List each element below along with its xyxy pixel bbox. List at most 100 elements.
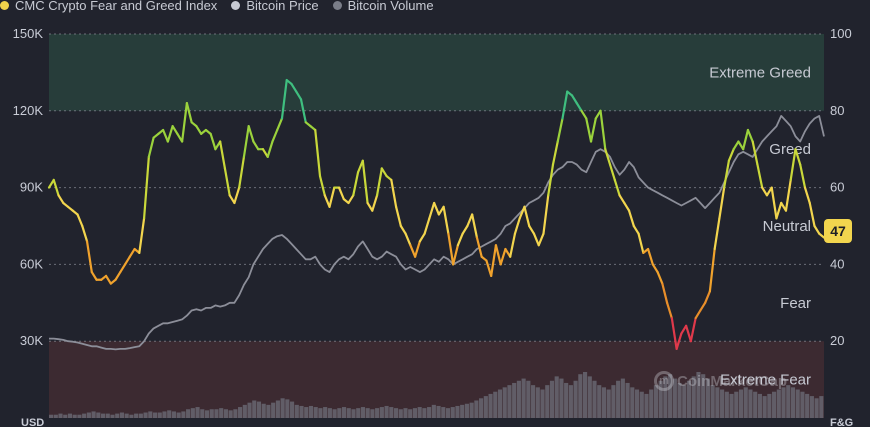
volume-bar bbox=[360, 407, 366, 418]
fear-greed-segment bbox=[794, 148, 802, 166]
volume-bar bbox=[431, 404, 436, 418]
volume-bar bbox=[266, 404, 271, 418]
fear-greed-segment bbox=[219, 140, 227, 170]
fear-greed-segment bbox=[323, 194, 331, 208]
fear-greed-segment bbox=[81, 224, 89, 243]
volume-bar bbox=[516, 380, 521, 418]
legend-dot-fear-greed bbox=[0, 0, 9, 10]
left-axis-tick: 60K bbox=[20, 256, 43, 271]
volume-bar bbox=[668, 374, 673, 418]
volume-bar bbox=[757, 393, 762, 418]
fear-greed-segment bbox=[128, 247, 136, 258]
fear-greed-segment bbox=[466, 213, 474, 228]
volume-bar bbox=[294, 404, 299, 418]
fear-greed-segment bbox=[551, 140, 559, 166]
fear-greed-segment bbox=[209, 132, 217, 151]
legend-item-bitcoin-price[interactable]: Bitcoin Price bbox=[231, 0, 319, 13]
volume-bar bbox=[672, 378, 677, 418]
fear-greed-segment bbox=[746, 128, 754, 143]
volume-bar bbox=[611, 385, 616, 418]
volume-bar bbox=[720, 389, 725, 418]
volume-bar bbox=[242, 404, 247, 418]
fear-greed-segment bbox=[556, 117, 564, 143]
fear-greed-segment bbox=[513, 217, 521, 235]
volume-bar bbox=[124, 413, 129, 418]
volume-bar bbox=[535, 387, 540, 418]
fear-greed-segment bbox=[599, 109, 607, 151]
fear-greed-segment bbox=[732, 140, 740, 151]
volume-bar bbox=[332, 409, 337, 418]
volume-bar bbox=[398, 409, 403, 418]
fear-greed-segment bbox=[708, 247, 716, 293]
volume-bar bbox=[597, 385, 602, 418]
volume-bar bbox=[422, 408, 427, 418]
volume-bar bbox=[370, 409, 375, 418]
fear-greed-segment bbox=[742, 128, 750, 151]
fear-greed-segment bbox=[561, 90, 569, 120]
fear-greed-segment bbox=[723, 159, 731, 189]
volume-bar bbox=[228, 410, 233, 418]
fear-greed-segment bbox=[608, 163, 616, 182]
right-axis-unit: F&G bbox=[830, 417, 853, 427]
left-axis-tick: 120K bbox=[13, 103, 44, 118]
fear-greed-segment bbox=[570, 94, 578, 105]
fear-greed-segment bbox=[261, 148, 269, 158]
volume-bar bbox=[762, 396, 767, 418]
fear-greed-segment bbox=[799, 163, 807, 189]
volume-bar bbox=[356, 408, 361, 418]
right-axis-tick: 40 bbox=[830, 256, 844, 271]
fear-greed-segment bbox=[532, 232, 540, 247]
fear-greed-segment bbox=[366, 201, 374, 212]
fear-greed-segment bbox=[423, 217, 431, 235]
volume-bar bbox=[105, 413, 110, 418]
volume-bar bbox=[649, 389, 654, 418]
volume-bar bbox=[143, 412, 148, 418]
volume-bar bbox=[663, 376, 668, 418]
volume-bar bbox=[436, 405, 441, 418]
legend-item-bitcoin-volume[interactable]: Bitcoin Volume bbox=[332, 0, 434, 13]
volume-bar bbox=[63, 414, 68, 418]
volume-bar bbox=[493, 391, 498, 418]
volume-bar bbox=[72, 414, 77, 418]
fear-greed-line[interactable] bbox=[47, 78, 826, 350]
fear-greed-segment bbox=[171, 125, 179, 135]
volume-bar bbox=[625, 382, 630, 418]
fear-greed-segment bbox=[542, 194, 550, 235]
fear-greed-segment bbox=[295, 90, 303, 101]
volume-bar bbox=[389, 407, 394, 418]
fear-greed-segment bbox=[665, 301, 673, 320]
volume-bar bbox=[497, 389, 503, 418]
fear-greed-segment bbox=[585, 117, 593, 143]
fear-greed-segment bbox=[47, 178, 55, 189]
volume-bar bbox=[653, 385, 659, 418]
fear-greed-segment bbox=[123, 255, 131, 266]
volume-bar bbox=[233, 409, 238, 418]
fear-greed-segment bbox=[770, 186, 778, 220]
fear-greed-segment bbox=[166, 125, 174, 143]
legend-item-fear-greed[interactable]: CMC Crypto Fear and Greed Index bbox=[0, 0, 217, 13]
fear-greed-segment bbox=[490, 244, 498, 278]
volume-bar bbox=[96, 412, 101, 418]
volume-bar bbox=[630, 387, 635, 418]
fear-greed-segment bbox=[656, 270, 664, 285]
fear-greed-segment bbox=[371, 194, 379, 212]
volume-bar bbox=[53, 414, 58, 418]
fear-greed-segment bbox=[271, 128, 279, 143]
chart-legend: CMC Crypto Fear and Greed Index Bitcoin … bbox=[0, 0, 434, 14]
volume-bar bbox=[686, 380, 692, 418]
volume-bar bbox=[639, 391, 644, 418]
volume-bar bbox=[606, 389, 611, 418]
fear-greed-segment bbox=[604, 148, 612, 166]
fear-greed-segment bbox=[751, 140, 759, 166]
volume-bar bbox=[677, 382, 682, 418]
volume-bar bbox=[795, 389, 800, 418]
fear-greed-segment bbox=[808, 201, 816, 228]
fear-greed-segment bbox=[380, 167, 388, 178]
volume-bar bbox=[715, 387, 720, 418]
volume-bar bbox=[247, 402, 252, 418]
volume-bar bbox=[403, 408, 408, 418]
fear-greed-segment bbox=[680, 324, 688, 335]
bitcoin-price-line[interactable] bbox=[49, 115, 825, 351]
volume-bar bbox=[790, 387, 796, 418]
